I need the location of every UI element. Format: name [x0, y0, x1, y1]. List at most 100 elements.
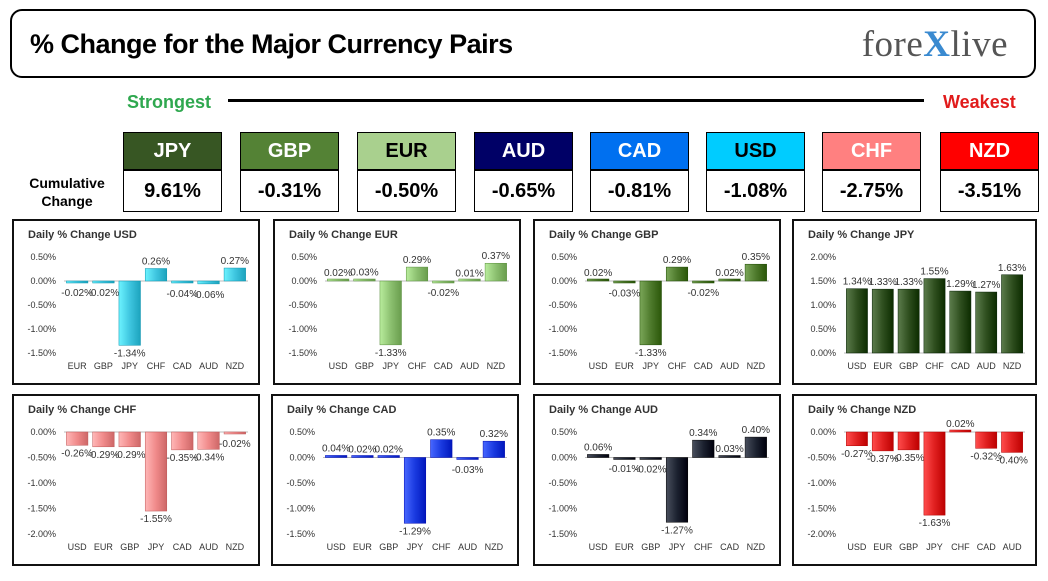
y-tick-label: 0.00%	[289, 453, 315, 463]
currency-code-jpy: JPY	[123, 132, 222, 170]
bar-jpy	[665, 457, 689, 523]
data-label: 0.01%	[455, 269, 483, 280]
chart-title: Daily % Change CAD	[287, 404, 396, 416]
category-label: GBP	[899, 361, 918, 371]
category-label: USD	[68, 542, 88, 552]
category-label: EUR	[873, 361, 893, 371]
bar-chf	[692, 439, 715, 458]
bar-usd	[587, 454, 610, 458]
y-tick-label: -1.50%	[27, 348, 56, 358]
data-label: -1.33%	[375, 348, 407, 359]
bar-gbp	[639, 457, 662, 460]
category-label: EUR	[353, 542, 373, 552]
y-tick-label: -1.00%	[288, 324, 317, 334]
data-label: -0.37%	[867, 454, 899, 465]
data-label: -0.03%	[609, 288, 641, 299]
data-label: -0.01%	[609, 464, 641, 475]
category-label: USD	[589, 361, 609, 371]
category-label: CAD	[434, 361, 454, 371]
category-label: CAD	[694, 361, 714, 371]
data-label: 0.02%	[375, 444, 403, 455]
data-label: -1.29%	[399, 526, 431, 537]
y-tick-label: -2.00%	[807, 529, 836, 539]
data-label: 0.03%	[715, 444, 743, 455]
bar-gbp	[92, 280, 115, 284]
category-label: AUD	[1003, 542, 1023, 552]
bar-aud	[456, 457, 479, 460]
bar-usd	[325, 455, 348, 458]
currency-code-eur: EUR	[357, 132, 456, 170]
bar-nzd	[223, 267, 246, 282]
bar-chf	[949, 429, 972, 433]
y-tick-label: 0.50%	[551, 427, 577, 437]
cumulative-value-gbp: -0.31%	[240, 170, 339, 212]
bar-nzd	[484, 262, 507, 282]
chart-panel-6: Daily % Change CAD 0.50% 0.00% -0.50% -1.00%…	[271, 394, 519, 566]
y-tick-label: -1.50%	[807, 504, 836, 514]
bar-cad	[692, 280, 715, 284]
data-label: 0.35%	[742, 252, 770, 263]
chart-svg: Daily % Change AUD 0.50% 0.00% -0.50% -1.00%…	[548, 404, 770, 552]
bar-chf	[923, 278, 946, 354]
y-tick-label: -1.00%	[548, 324, 577, 334]
category-label: CHF	[432, 542, 451, 552]
bar-jpy	[144, 431, 168, 512]
currency-code-chf: CHF	[822, 132, 921, 170]
chart-title: Daily % Change USD	[28, 229, 137, 241]
y-tick-label: -0.50%	[807, 453, 836, 463]
bar-cad	[171, 431, 194, 451]
bar-eur	[871, 288, 894, 354]
cumulative-value-cad: -0.81%	[590, 170, 689, 212]
category-label: EUR	[873, 542, 893, 552]
data-label: 0.40%	[742, 425, 770, 436]
data-label: 1.27%	[972, 280, 1000, 291]
y-tick-label: 1.00%	[810, 300, 836, 310]
category-label: USD	[847, 361, 867, 371]
data-label: -0.02%	[687, 288, 719, 299]
chart-panel-4: Daily % Change JPY 2.00% 1.50% 1.00% 0.50% 0.…	[792, 219, 1037, 385]
data-label: 1.63%	[998, 263, 1026, 274]
data-label: 0.27%	[221, 256, 249, 267]
category-label: EUR	[68, 361, 88, 371]
data-label: -0.35%	[166, 453, 198, 464]
bar-eur	[66, 280, 89, 284]
y-tick-label: 0.50%	[810, 324, 836, 334]
bar-chf	[665, 266, 689, 282]
bar-eur	[92, 431, 115, 448]
y-tick-label: 0.50%	[289, 427, 315, 437]
y-tick-label: -1.00%	[27, 324, 56, 334]
data-label: 1.33%	[894, 277, 922, 288]
bar-cad	[718, 455, 741, 458]
data-label: -0.06%	[193, 290, 225, 301]
category-label: AUD	[720, 361, 740, 371]
category-label: GBP	[641, 542, 660, 552]
category-label: JPY	[382, 361, 399, 371]
category-label: CHF	[147, 361, 166, 371]
category-label: EUR	[615, 542, 635, 552]
bar-gbp	[377, 455, 400, 458]
bar-nzd	[744, 436, 767, 458]
bar-usd	[66, 431, 89, 446]
chart-panel-1: Daily % Change USD 0.50% 0.00% -0.50% -1.00%…	[12, 219, 260, 385]
y-tick-label: -1.50%	[548, 529, 577, 539]
y-tick-label: 0.50%	[551, 252, 577, 262]
bar-nzd	[744, 263, 767, 282]
y-tick-label: -2.00%	[27, 529, 56, 539]
data-label: -0.29%	[88, 450, 120, 461]
category-label: NZD	[1003, 361, 1022, 371]
category-label: AUD	[460, 361, 480, 371]
data-label: -1.55%	[140, 514, 172, 525]
bar-chf	[405, 266, 429, 282]
strength-scale-line	[228, 99, 924, 102]
bar-jpy	[403, 457, 427, 524]
category-label: CHF	[668, 361, 687, 371]
currency-code-gbp: GBP	[240, 132, 339, 170]
bar-usd	[587, 278, 610, 282]
currency-code-nzd: NZD	[940, 132, 1039, 170]
data-label: 1.34%	[843, 277, 871, 288]
bar-chf	[430, 439, 453, 458]
data-label: -0.03%	[452, 465, 484, 476]
data-label: -0.27%	[841, 449, 873, 460]
y-tick-label: 0.00%	[551, 453, 577, 463]
bar-eur	[613, 280, 636, 284]
